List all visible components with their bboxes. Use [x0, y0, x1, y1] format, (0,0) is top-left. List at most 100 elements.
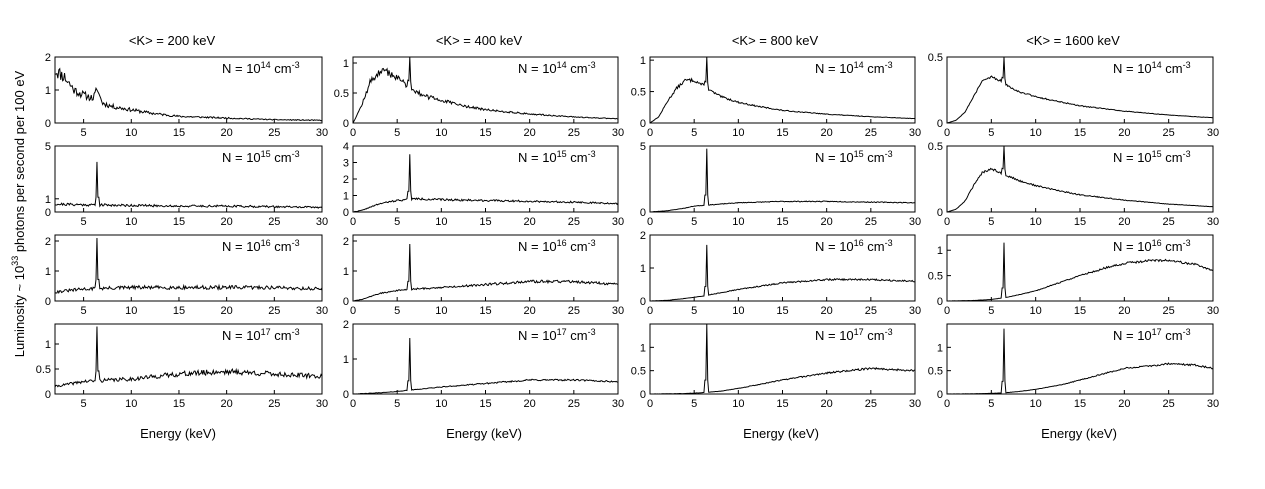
xtick-label: 30	[612, 398, 624, 410]
xtick-label: 0	[647, 127, 653, 139]
xtick-label: 15	[479, 127, 491, 139]
xtick-label: 0	[944, 398, 950, 410]
xtick-label: 0	[350, 216, 356, 228]
xtick-label: 30	[909, 398, 921, 410]
xtick-label: 0	[647, 398, 653, 410]
ytick-label: 2	[45, 236, 51, 248]
spectrum-line-r2c2	[352, 154, 619, 213]
xtick-label: 20	[1118, 305, 1130, 317]
ytick-label: 5	[640, 141, 646, 153]
xtick-label: 5	[691, 398, 697, 410]
panel-r2c2: 0 5 10 15 20 25 30 0 1 2 3 4 N = 1015 cm-3	[343, 141, 624, 228]
density-label-r3c4: N = 1016 cm-3	[1113, 238, 1191, 254]
density-label-r4c4: N = 1017 cm-3	[1113, 327, 1191, 343]
xtick-label: 25	[268, 305, 280, 317]
ytick-label: 0.5	[928, 366, 943, 378]
xtick-label: 30	[612, 127, 624, 139]
xtick-label: 0	[647, 305, 653, 317]
ytick-label: 0	[640, 389, 646, 401]
xtick-label: 25	[268, 216, 280, 228]
spectrum-line-r3c3	[650, 244, 916, 302]
xtick-label: 10	[1030, 398, 1042, 410]
ytick-label: 0.5	[928, 141, 943, 153]
col-title-400kev: <K> = 400 keV	[436, 33, 523, 48]
xtick-label: 15	[173, 305, 185, 317]
ytick-label: 0	[343, 207, 349, 219]
xtick-label: 25	[568, 398, 580, 410]
ytick-label: 0	[45, 296, 51, 308]
x-axis-label-col1: Energy (keV)	[140, 426, 216, 441]
density-label-r2c1: N = 1015 cm-3	[222, 149, 300, 165]
xtick-label: 25	[268, 127, 280, 139]
xtick-label: 25	[568, 305, 580, 317]
ytick-label: 1	[343, 266, 349, 278]
xtick-label: 10	[732, 127, 744, 139]
spectrum-line-r2c1	[54, 161, 323, 209]
xtick-label: 30	[612, 216, 624, 228]
xtick-label: 20	[1118, 127, 1130, 139]
density-label-r3c2: N = 1016 cm-3	[518, 238, 596, 254]
xtick-label: 5	[691, 216, 697, 228]
xtick-label: 20	[1118, 216, 1130, 228]
xtick-label: 10	[435, 305, 447, 317]
xtick-label: 30	[1207, 305, 1219, 317]
xtick-label: 0	[350, 127, 356, 139]
spectrum-line-r3c4	[947, 242, 1214, 302]
ytick-label: 0.5	[334, 88, 349, 100]
ytick-label: 1	[640, 55, 646, 67]
ytick-label: 0	[937, 118, 943, 130]
ytick-label: 0.5	[928, 271, 943, 283]
xtick-label: 15	[479, 305, 491, 317]
xtick-label: 15	[479, 216, 491, 228]
ytick-label: 1	[937, 342, 943, 354]
xtick-label: 15	[1074, 216, 1086, 228]
ytick-label: 5	[45, 141, 51, 153]
density-label-r4c1: N = 1017 cm-3	[222, 327, 300, 343]
panel-r1c4: 0 5 10 15 20 25 30 0 0.5 N = 1014 cm-3	[928, 52, 1219, 139]
xtick-label: 25	[1163, 398, 1175, 410]
spectrum-line-r3c1	[54, 237, 323, 294]
xtick-label: 15	[1074, 305, 1086, 317]
spectrum-line-r1c2	[352, 56, 619, 124]
panel-r4c4: 0 5 10 15 20 25 30 0 0.5 1 N = 1017 cm-3	[928, 323, 1219, 410]
ytick-label: 0	[343, 118, 349, 130]
xtick-label: 10	[125, 127, 137, 139]
panel-r4c1: 5 10 15 20 25 30 0 0.5 1 N = 1017 cm-3	[36, 323, 328, 410]
x-axis-label-col4: Energy (keV)	[1041, 426, 1117, 441]
ytick-label: 0.5	[36, 364, 51, 376]
xtick-label: 0	[944, 305, 950, 317]
ytick-label: 1	[343, 354, 349, 366]
ytick-label: 4	[343, 141, 349, 153]
xtick-label: 5	[81, 127, 87, 139]
xtick-label: 15	[776, 398, 788, 410]
xtick-label: 30	[316, 305, 328, 317]
xtick-label: 30	[909, 127, 921, 139]
col-title-800kev: <K> = 800 keV	[732, 33, 819, 48]
spectrum-line-r1c4	[946, 56, 1214, 124]
spectrum-line-r1c1	[54, 67, 323, 122]
xtick-label: 30	[909, 216, 921, 228]
ytick-label: 1	[640, 263, 646, 275]
density-label-r2c4: N = 1015 cm-3	[1113, 149, 1191, 165]
xtick-label: 5	[81, 398, 87, 410]
density-label-r4c2: N = 1017 cm-3	[518, 327, 596, 343]
xtick-label: 25	[568, 127, 580, 139]
xtick-label: 15	[173, 398, 185, 410]
xtick-label: 10	[435, 398, 447, 410]
panel-r4c2: 0 5 10 15 20 25 30 0 1 2 N = 1017 cm-3	[343, 319, 624, 410]
xtick-label: 25	[865, 398, 877, 410]
xtick-label: 25	[865, 216, 877, 228]
density-label-r2c2: N = 1015 cm-3	[518, 149, 596, 165]
x-axis-label-col3: Energy (keV)	[743, 426, 819, 441]
xtick-label: 30	[909, 305, 921, 317]
xtick-label: 20	[524, 398, 536, 410]
xtick-label: 20	[821, 216, 833, 228]
col-title-1600kev: <K> = 1600 keV	[1026, 33, 1120, 48]
xtick-label: 25	[865, 305, 877, 317]
xtick-label: 30	[316, 216, 328, 228]
ytick-label: 2	[343, 319, 349, 331]
xtick-label: 25	[1163, 305, 1175, 317]
xtick-label: 20	[821, 127, 833, 139]
density-label-r3c1: N = 1016 cm-3	[222, 238, 300, 254]
